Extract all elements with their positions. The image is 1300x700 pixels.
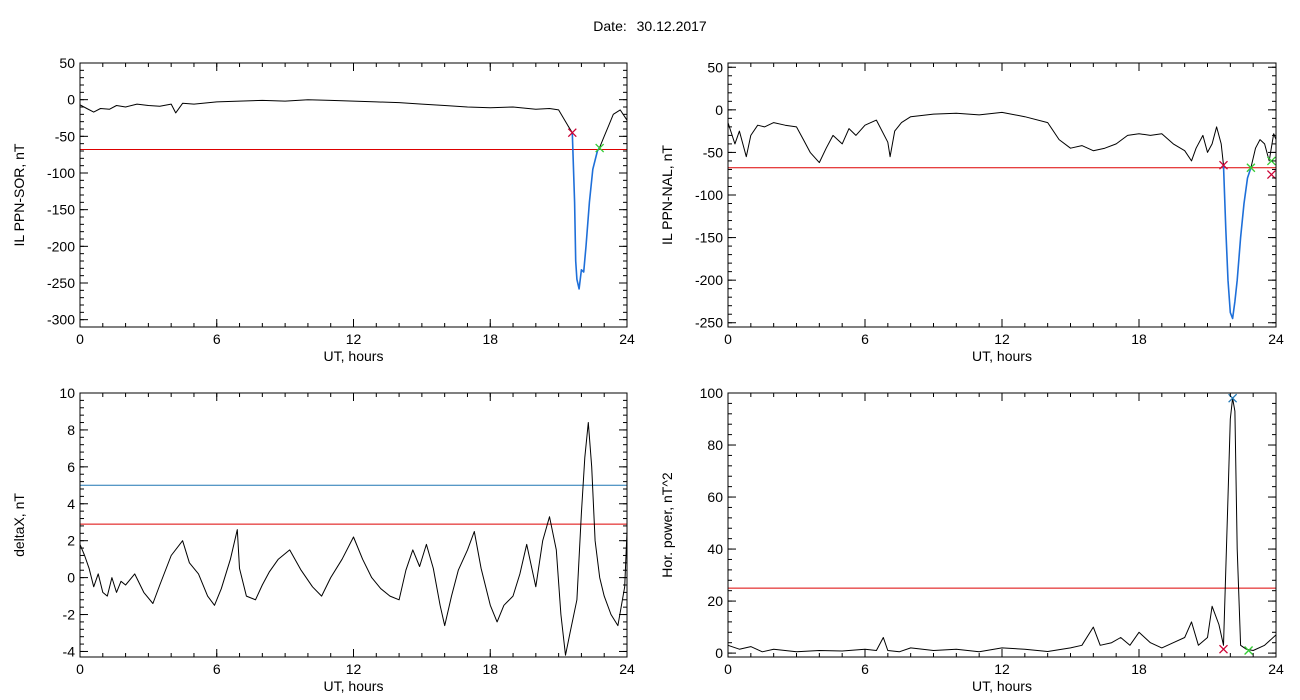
y-axis-label: IL PPN-SOR, nT: [11, 143, 27, 246]
marker-green-3: [1266, 156, 1276, 166]
y-tick-label: 0: [715, 102, 723, 118]
marker-green-2: [1246, 163, 1256, 173]
plot-frame: [79, 392, 628, 658]
x-axis-label: UT, hours: [324, 678, 384, 694]
y-tick-label: 60: [707, 489, 723, 505]
x-tick-label: 0: [76, 331, 84, 347]
marker-stroke: [1219, 644, 1228, 654]
x-tick-label: 0: [724, 331, 732, 347]
x-tick-label: 18: [482, 331, 498, 347]
y-tick-label: 2: [67, 533, 75, 549]
x-tick-label: 18: [1131, 661, 1147, 677]
plot-frame: [727, 62, 1277, 328]
marker-red-2: [1219, 644, 1228, 654]
y-tick-label: 8: [67, 422, 75, 438]
x-axis-label: UT, hours: [324, 348, 384, 364]
y-tick-label: -200: [695, 272, 723, 288]
chart-panel-power: 0 6 12 18 24 100 80 60 40 20 0 UT, hours Hor. power,…: [659, 385, 1284, 694]
series-line-1: [79, 422, 628, 656]
y-axis-label: Hor. power, nT^2: [659, 472, 675, 578]
y-axis-label: IL PPN-NAL, nT: [659, 145, 675, 245]
y-tick-label: -250: [47, 275, 75, 291]
x-tick-label: 12: [346, 331, 362, 347]
marker-green-2: [595, 143, 605, 153]
y-tick-label: -4: [63, 643, 76, 659]
plot-frame: [727, 392, 1277, 658]
marker-red-1: [567, 128, 577, 138]
y-tick-label: -100: [47, 165, 75, 181]
y-tick-label: 50: [59, 55, 75, 71]
chart-panel-nal: 0 6 12 18 24 50 0 -50 -100 -150 -200 -250 UT, hours I…: [659, 59, 1284, 364]
series-line-2: [571, 132, 601, 290]
y-tick-label: -200: [47, 238, 75, 254]
x-tick-label: 0: [724, 661, 732, 677]
x-tick-label: 12: [994, 331, 1010, 347]
y-tick-label: 4: [67, 496, 75, 512]
y-tick-label: 6: [67, 459, 75, 475]
y-tick-label: 10: [59, 385, 75, 401]
y-tick-label: -150: [47, 202, 75, 218]
marker-green-3: [1244, 646, 1254, 655]
marker-red-1: [1219, 160, 1228, 170]
series-line-3: [1250, 133, 1277, 168]
y-tick-label: -150: [695, 230, 723, 246]
marker-stroke: [1244, 646, 1254, 655]
marker-stroke: [595, 143, 605, 153]
y-tick-label: 0: [67, 570, 75, 586]
y-tick-label: 80: [707, 437, 723, 453]
chart-panel-sor: 0 6 12 18 24 50 0 -50 -100 -150 -200 -250 -300 UT, ho…: [11, 55, 635, 364]
x-tick-label: 24: [619, 661, 635, 677]
date-value: 30.12.2017: [636, 18, 707, 34]
y-tick-label: 50: [707, 59, 723, 75]
marker-stroke: [1228, 393, 1238, 403]
x-tick-label: 24: [1268, 661, 1284, 677]
date-label: Date:: [593, 18, 627, 34]
x-tick-label: 6: [213, 331, 221, 347]
series-line-2: [1222, 165, 1252, 320]
x-tick-label: 12: [994, 661, 1010, 677]
y-tick-label: -250: [695, 315, 723, 331]
marker-red-4: [1266, 170, 1276, 180]
x-tick-label: 6: [861, 661, 869, 677]
x-tick-label: 0: [76, 661, 84, 677]
x-tick-label: 6: [213, 661, 221, 677]
marker-stroke: [1219, 160, 1228, 170]
series-line-1: [727, 111, 1224, 166]
y-tick-label: -300: [47, 312, 75, 328]
y-tick-label: 0: [715, 645, 723, 661]
y-tick-label: 20: [707, 593, 723, 609]
series-line-3: [599, 109, 628, 148]
y-tick-label: -100: [695, 187, 723, 203]
x-tick-label: 24: [1268, 331, 1284, 347]
x-axis-label: UT, hours: [972, 678, 1032, 694]
y-tick-label: -2: [63, 607, 76, 623]
x-tick-label: 18: [482, 661, 498, 677]
y-axis-label: deltaX, nT: [11, 493, 27, 557]
x-tick-label: 24: [619, 331, 635, 347]
marker-stroke: [1266, 170, 1276, 180]
y-tick-label: 0: [67, 92, 75, 108]
marker-stroke: [1266, 156, 1276, 166]
x-tick-label: 18: [1131, 331, 1147, 347]
figure-title: Date: 30.12.2017: [0, 18, 1300, 34]
y-tick-label: -50: [703, 144, 723, 160]
x-tick-label: 6: [861, 331, 869, 347]
plot-frame: [79, 62, 628, 328]
series-line-1: [727, 397, 1277, 653]
y-tick-label: 40: [707, 541, 723, 557]
y-tick-label: 100: [700, 385, 724, 401]
series-line-1: [79, 99, 573, 133]
y-tick-label: -50: [55, 128, 75, 144]
marker-stroke: [567, 128, 577, 138]
x-tick-label: 12: [346, 661, 362, 677]
marker-stroke: [1246, 163, 1256, 173]
chart-panel-deltax: 0 6 12 18 24 10 8 6 4 2 0 -2 -4 UT, hours deltaX, nT: [11, 385, 635, 694]
x-axis-label: UT, hours: [972, 348, 1032, 364]
